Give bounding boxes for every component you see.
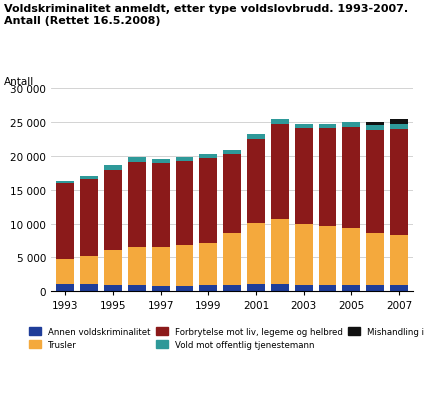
Bar [176,245,193,286]
Bar [57,284,75,292]
Bar [223,155,241,234]
Bar [128,163,146,247]
Bar [104,250,122,285]
Bar [152,286,170,292]
Bar [247,139,265,224]
Bar [366,130,384,233]
Bar [104,285,122,292]
Bar [390,119,408,124]
Bar [343,128,360,228]
Bar [390,285,408,292]
Bar [176,162,193,245]
Bar [366,122,384,125]
Bar [366,125,384,130]
Bar [81,177,98,179]
Bar [57,259,75,284]
Bar [223,285,241,292]
Bar [343,286,360,292]
Bar [343,123,360,128]
Bar [176,157,193,162]
Bar [271,120,289,124]
Bar [295,225,313,286]
Bar [199,159,217,243]
Bar [319,286,337,292]
Bar [271,219,289,284]
Text: Voldskriminalitet anmeldt, etter type voldslovbrudd. 1993-2007.
Antall (Rettet 1: Voldskriminalitet anmeldt, etter type vo… [4,4,409,26]
Text: Antall: Antall [4,77,35,87]
Bar [247,224,265,284]
Bar [271,125,289,219]
Bar [223,151,241,155]
Bar [152,160,170,164]
Bar [343,228,360,286]
Bar [57,183,75,259]
Bar [128,285,146,292]
Bar [366,233,384,285]
Bar [319,129,337,227]
Bar [152,247,170,286]
Bar [319,125,337,129]
Bar [104,170,122,250]
Bar [295,286,313,292]
Bar [176,286,193,292]
Bar [366,285,384,292]
Bar [247,134,265,139]
Bar [104,165,122,170]
Bar [319,227,337,286]
Bar [390,124,408,129]
Bar [81,284,98,292]
Bar [295,125,313,129]
Bar [390,235,408,285]
Bar [247,284,265,292]
Bar [295,129,313,225]
Bar [223,234,241,285]
Bar [199,155,217,159]
Bar [128,247,146,285]
Bar [81,256,98,284]
Bar [199,286,217,292]
Bar [128,158,146,163]
Bar [390,129,408,235]
Bar [271,284,289,292]
Bar [152,164,170,247]
Bar [81,179,98,256]
Bar [199,243,217,286]
Bar [57,181,75,183]
Legend: Annen voldskriminalitet, Trusler, Forbrytelse mot liv, legeme og helbred, Vold m: Annen voldskriminalitet, Trusler, Forbry… [26,324,426,352]
